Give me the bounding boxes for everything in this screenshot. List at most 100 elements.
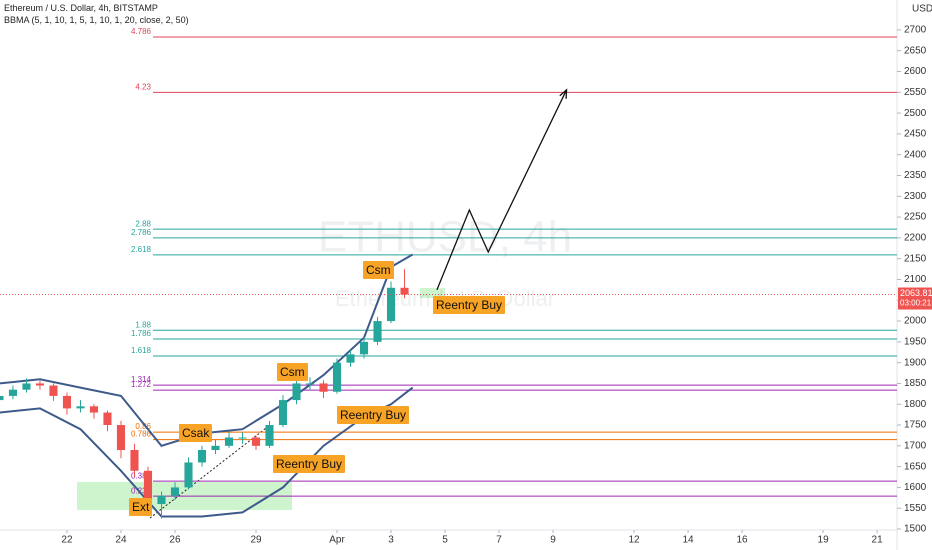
- candle-body: [278, 400, 288, 426]
- x-tick-label: 3: [388, 535, 394, 546]
- fib-label: 4.23: [135, 82, 151, 91]
- candle-body: [103, 412, 112, 426]
- y-tick-label: 2200: [904, 233, 927, 244]
- candle-body: [319, 383, 328, 392]
- x-tick-label: 21: [872, 535, 884, 546]
- y-tick-label: 1700: [904, 440, 927, 451]
- candle-body: [373, 321, 382, 342]
- y-tick-label: 2600: [904, 66, 927, 77]
- y-tick-label: 2550: [904, 87, 927, 98]
- candle-body: [35, 383, 45, 386]
- candle-body: [76, 406, 85, 409]
- candle-body: [224, 437, 234, 446]
- candle-body: [400, 287, 409, 295]
- y-tick-label: 1900: [904, 357, 927, 368]
- fib-label: 2.786: [131, 228, 152, 237]
- y-tick-label: 1950: [904, 336, 927, 347]
- y-tick-label: 2150: [904, 253, 927, 264]
- annotation: Reentry Buy: [337, 406, 410, 424]
- candle-body: [386, 287, 396, 322]
- y-tick-label: 1500: [904, 524, 927, 535]
- candle-body: [359, 341, 369, 355]
- y-tick-label: 1550: [904, 503, 927, 514]
- last-price-tag: [898, 287, 932, 310]
- annotation: Csak: [179, 424, 213, 442]
- x-tick-label: 24: [115, 535, 127, 546]
- fib-label: 2.88: [135, 219, 151, 228]
- fib-label: 1.314: [131, 375, 152, 384]
- y-tick-label: 2100: [904, 274, 927, 285]
- candle-body: [332, 362, 342, 392]
- y-tick-label: 2650: [904, 45, 927, 56]
- candle-body: [305, 383, 315, 385]
- candle-body: [22, 383, 31, 390]
- fib-label: 2.618: [131, 245, 152, 254]
- candle-body: [157, 495, 166, 505]
- fib-label: 1.786: [131, 329, 152, 338]
- candle-body: [143, 470, 153, 505]
- fib-label: 1.88: [135, 320, 151, 329]
- candle-body: [170, 487, 180, 496]
- y-tick-label: 2000: [904, 316, 927, 327]
- y-tick-label: 2300: [904, 191, 927, 202]
- symbol-title: Ethereum / U.S. Dollar, 4h, BITSTAMP: [4, 3, 158, 13]
- x-tick-label: 29: [250, 535, 262, 546]
- annotation: Reentry Buy: [433, 296, 506, 314]
- x-tick-label: 14: [683, 535, 695, 546]
- fib-label: 0.86: [135, 422, 151, 431]
- countdown: 03:00:21: [900, 299, 932, 308]
- candle-body: [292, 383, 301, 401]
- fib-label: 0.236: [131, 486, 152, 495]
- y-tick-label: 2400: [904, 149, 927, 160]
- y-tick-label: 2350: [904, 170, 927, 181]
- x-tick-label: 12: [628, 535, 640, 546]
- fib-label: 4.786: [131, 27, 152, 36]
- watermark: ETHUSD, 4h: [318, 213, 572, 262]
- y-tick-label: 1800: [904, 399, 927, 410]
- x-tick-label: 22: [61, 535, 73, 546]
- annotation: Ext: [129, 498, 153, 516]
- annotation: Csm: [363, 261, 394, 279]
- annotation: Csm: [277, 363, 308, 381]
- candle-body: [346, 354, 355, 363]
- currency: USD: [912, 4, 932, 15]
- candle-body: [211, 445, 220, 450]
- y-tick-label: 2500: [904, 108, 927, 119]
- y-tick-label: 1850: [904, 378, 927, 389]
- arrow-head: [559, 88, 568, 99]
- candle-body: [89, 406, 99, 413]
- y-tick-label: 2250: [904, 212, 927, 223]
- candle-body: [62, 395, 72, 409]
- candle-body: [184, 462, 193, 488]
- last-price-label: 2063.81: [900, 288, 932, 298]
- candle-body: [8, 389, 18, 396]
- x-tick-label: 7: [496, 535, 502, 546]
- fib-label: 1.272: [131, 380, 152, 389]
- y-tick-label: 2700: [904, 25, 927, 36]
- bb-upper: [0, 253, 414, 447]
- x-tick-label: 26: [169, 535, 181, 546]
- x-tick-label: 16: [737, 535, 749, 546]
- candle-body: [238, 437, 247, 439]
- x-tick-label: 19: [818, 535, 830, 546]
- candle-body: [197, 449, 207, 463]
- y-tick-label: 2450: [904, 129, 927, 140]
- candle-body: [116, 425, 126, 450]
- candle-body: [265, 425, 274, 446]
- indicator-label: BBMA (5, 1, 10, 1, 5, 1, 10, 1, 20, clos…: [4, 15, 189, 25]
- x-tick-label: 5: [442, 535, 448, 546]
- candle-body: [49, 385, 58, 396]
- y-tick-label: 1600: [904, 482, 927, 493]
- x-tick-label: Apr: [329, 535, 345, 546]
- x-tick-label: 9: [550, 535, 556, 546]
- candle-body: [251, 437, 261, 446]
- entry-zone: [420, 288, 445, 298]
- fib-label: 0.786: [131, 430, 152, 439]
- candle-body: [130, 449, 139, 471]
- y-tick-label: 1750: [904, 420, 927, 431]
- fib-label: 1.618: [131, 346, 152, 355]
- candle-body: [0, 395, 4, 401]
- annotation: Reentry Buy: [273, 455, 346, 473]
- fib-label: 0.382: [131, 471, 152, 480]
